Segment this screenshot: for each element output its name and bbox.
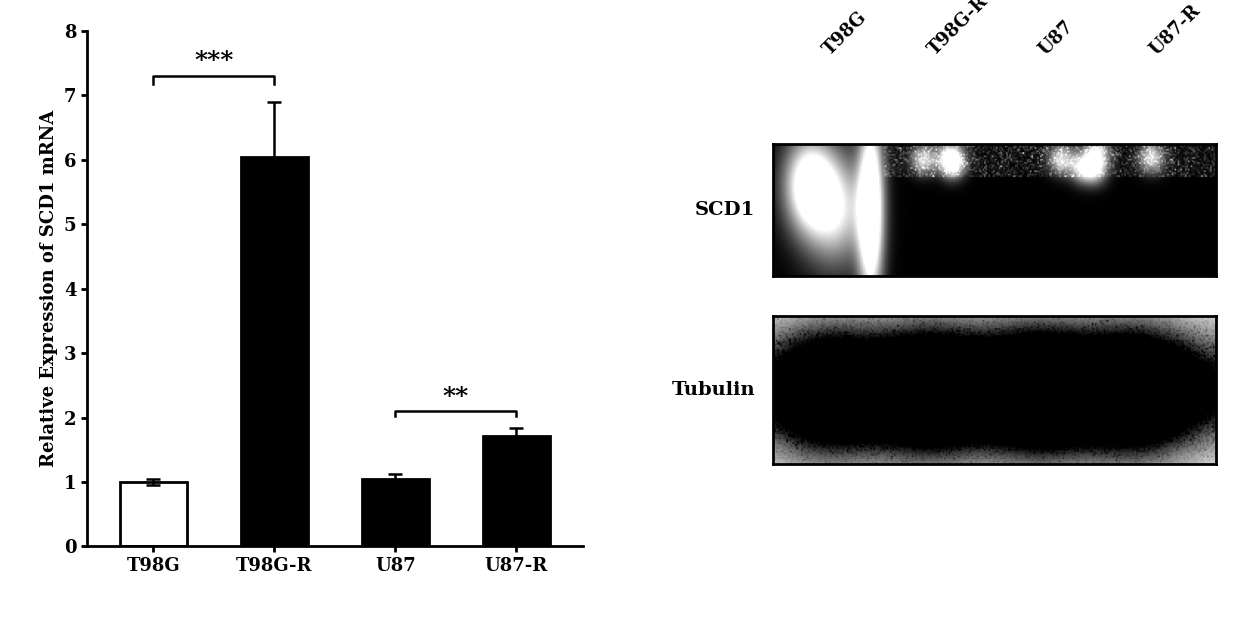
Text: SCD1: SCD1: [696, 201, 755, 219]
Text: T98G: T98G: [820, 8, 870, 58]
Text: T98G-R: T98G-R: [925, 0, 991, 58]
Bar: [484, 436, 549, 546]
Text: **: **: [443, 385, 469, 409]
Text: ***: ***: [195, 49, 233, 73]
Bar: [362, 479, 429, 546]
Text: U87: U87: [1035, 17, 1076, 58]
Text: Tubulin: Tubulin: [672, 381, 755, 399]
Bar: [120, 482, 186, 546]
Y-axis label: Relative Expression of SCD1 mRNA: Relative Expression of SCD1 mRNA: [40, 110, 58, 468]
Text: U87-R: U87-R: [1146, 1, 1204, 58]
Bar: [241, 156, 308, 546]
